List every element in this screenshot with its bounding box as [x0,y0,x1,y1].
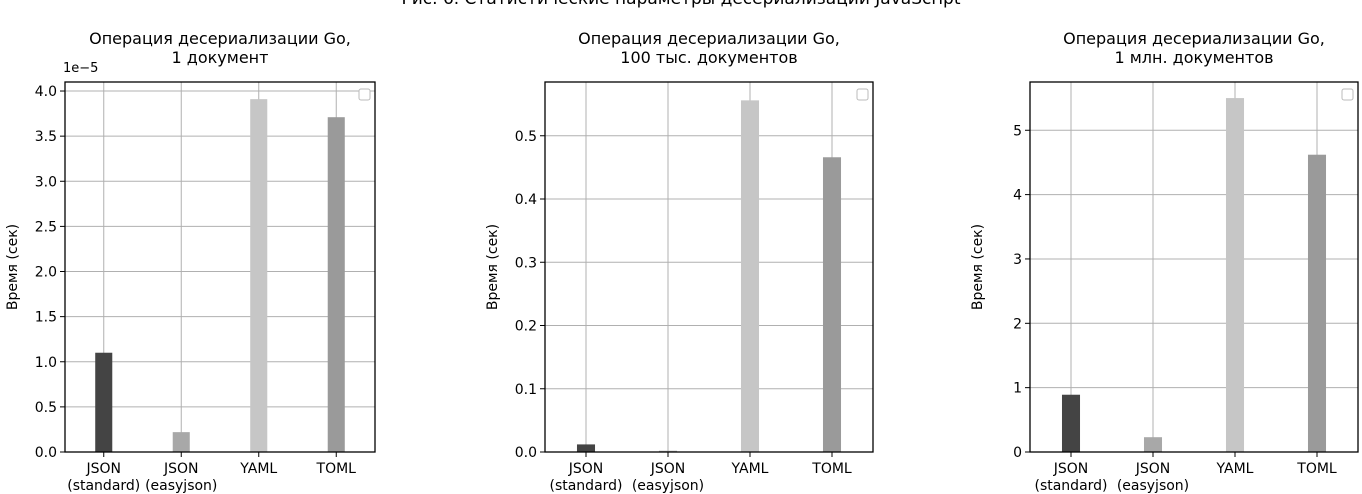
x-tick-label: (easyjson) [145,478,217,494]
chart-title: Операция десериализации Go, [578,29,840,48]
x-tick-label: YAML [731,461,769,477]
chart-title: Операция десериализации Go, [89,29,351,48]
legend-box [1341,88,1354,101]
plot-frame [544,81,874,453]
figure-title: Рис. 6. Статистические параметры десериа… [0,0,1362,9]
x-tick-label: YAML [1216,461,1254,477]
bar [1225,98,1245,452]
bar [740,100,760,452]
y-tick-label: 2 [1013,316,1022,332]
x-tick-label: TOML [316,461,357,477]
y-tick-label: 2.5 [35,219,57,235]
x-tick-label: (easyjson) [1117,478,1189,494]
x-tick-label: JSON [650,461,686,477]
y-tick-label: 0.0 [515,445,537,461]
y-tick-label: 3 [1013,252,1022,268]
bar [327,117,345,452]
chart-title: Операция десериализации Go, [1063,29,1325,48]
bar [1061,394,1081,452]
y-tick-label: 1.0 [35,355,57,371]
bar [576,444,596,452]
chart-title: 100 тыс. документов [620,48,797,67]
x-tick-label: JSON [568,461,604,477]
x-tick-label: JSON [1135,461,1171,477]
y-tick-label: 0.1 [515,382,537,398]
bar [1143,437,1163,452]
legend-box [358,88,371,101]
y-offset-text: 1e−5 [63,61,98,76]
x-tick-label: (standard) [549,478,622,494]
y-axis-label: Время (сек) [485,224,501,310]
y-tick-label: 3.0 [35,174,57,190]
chart-2: 0.00.10.20.30.40.5JSON(standard)JSON(eas… [485,29,874,494]
bar [822,157,842,452]
y-tick-label: 0.5 [515,129,537,145]
y-tick-label: 0.0 [35,445,57,461]
x-tick-label: YAML [239,461,277,477]
legend-box [856,88,869,101]
chart-1: 0.00.51.01.52.02.53.03.54.0JSON(standard… [5,29,376,494]
x-tick-label: (easyjson) [632,478,704,494]
y-tick-label: 0.4 [515,192,537,208]
x-tick-label: (standard) [67,478,140,494]
y-tick-label: 0.2 [515,319,537,335]
bar [172,432,190,452]
x-tick-label: TOML [811,461,852,477]
chart-title: 1 документ [172,48,269,67]
x-tick-label: TOML [1296,461,1337,477]
y-tick-label: 0.3 [515,255,537,271]
bar [250,99,268,453]
plot-frame [64,81,376,453]
y-tick-label: 1 [1013,381,1022,397]
y-axis-label: Время (сек) [970,224,986,310]
y-tick-label: 0 [1013,445,1022,461]
bar [95,352,113,452]
x-tick-label: (standard) [1034,478,1107,494]
x-tick-label: JSON [1053,461,1089,477]
x-tick-label: JSON [163,461,199,477]
y-tick-label: 0.5 [35,400,57,416]
y-tick-label: 2.0 [35,265,57,281]
bar [1307,154,1327,452]
plot-frame [1029,81,1359,453]
chart-title: 1 млн. документов [1114,48,1273,67]
y-tick-label: 5 [1013,123,1022,139]
y-tick-label: 4.0 [35,84,57,100]
y-tick-label: 4 [1013,188,1022,204]
x-tick-label: JSON [85,461,121,477]
y-tick-label: 1.5 [35,310,57,326]
y-axis-label: Время (сек) [5,224,21,310]
y-tick-label: 3.5 [35,129,57,145]
